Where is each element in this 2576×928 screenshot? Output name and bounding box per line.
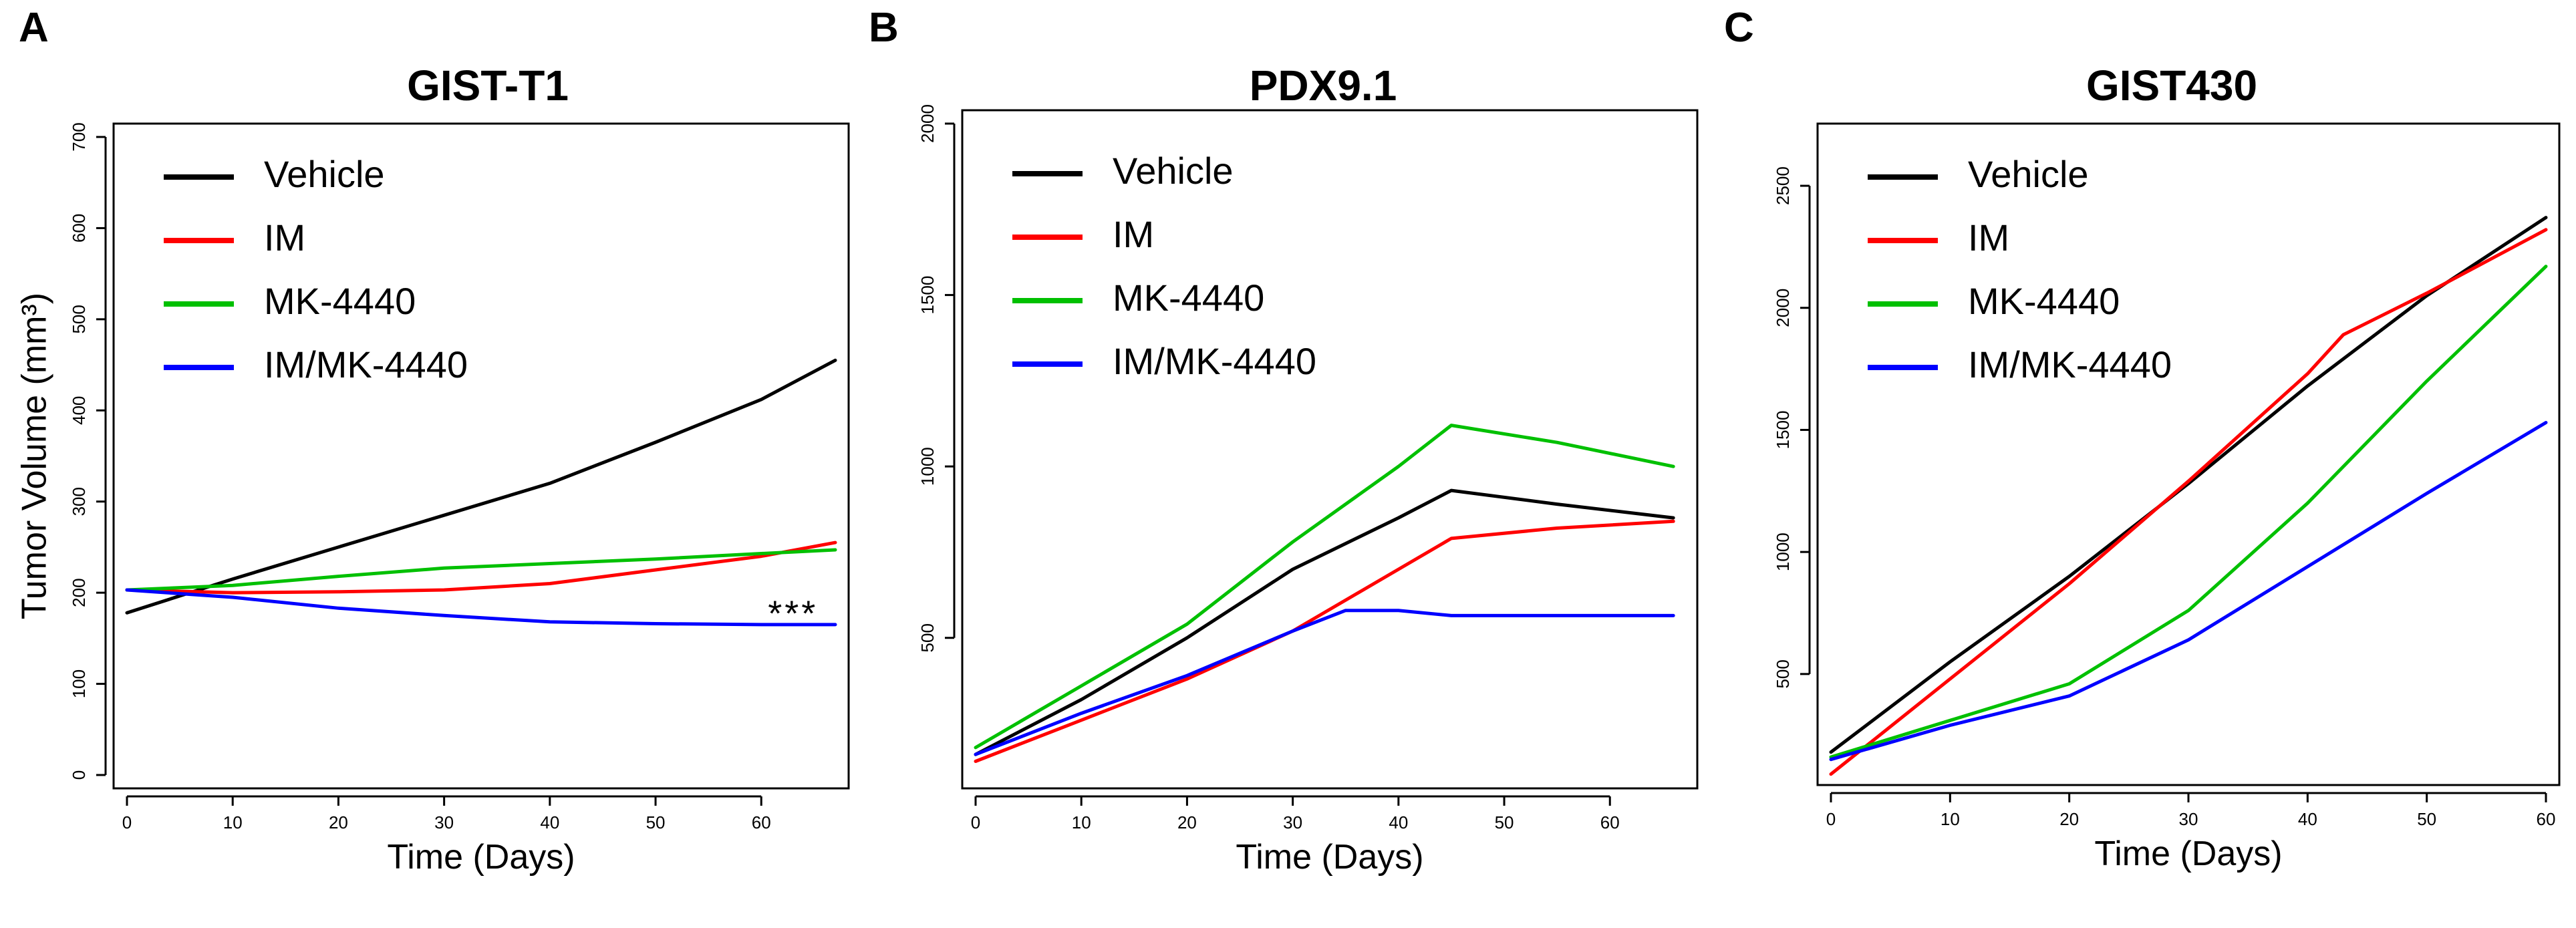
plot-frame bbox=[112, 122, 850, 790]
y-tick-label: 0 bbox=[69, 770, 89, 780]
series-line-im bbox=[1829, 228, 2548, 776]
x-tick-label: 20 bbox=[2059, 809, 2079, 829]
x-tick-label: 30 bbox=[1283, 812, 1302, 832]
x-tick-label: 40 bbox=[2298, 809, 2317, 829]
panel-letter: A bbox=[19, 5, 49, 51]
legend: Vehicle IM MK-4440 IM/MK-4440 bbox=[1012, 150, 1316, 382]
x-tick-label: 40 bbox=[540, 812, 559, 832]
x-tick-label: 10 bbox=[1072, 812, 1091, 832]
legend-label: IM bbox=[1113, 213, 1154, 255]
panel-letter: B bbox=[869, 5, 899, 51]
y-tick-label: 2000 bbox=[917, 104, 938, 143]
y-tick-label: 300 bbox=[69, 487, 89, 516]
chart-panel-c: C GIST430 0 10 20 30 40 50 60 500 1000 1500 2000 2500… bbox=[1724, 5, 2561, 873]
y-tick-label: 500 bbox=[69, 305, 89, 333]
y-tick-label: 1000 bbox=[1773, 532, 1793, 571]
y-tick-label: 1500 bbox=[1773, 411, 1793, 450]
y-tick-label: 400 bbox=[69, 396, 89, 425]
plot-frame bbox=[1816, 122, 2561, 786]
chart-title: PDX9.1 bbox=[1250, 61, 1397, 110]
series-line-im-mk-4440 bbox=[125, 588, 837, 627]
y-tick-label: 1500 bbox=[917, 276, 938, 315]
series-line-im-mk-4440 bbox=[974, 609, 1675, 756]
y-tick-label: 2500 bbox=[1773, 166, 1793, 205]
y-tick-label: 2000 bbox=[1773, 289, 1793, 327]
x-tick-label: 50 bbox=[646, 812, 666, 832]
x-tick-label: 60 bbox=[2537, 809, 2556, 829]
legend-label: IM bbox=[1968, 216, 2009, 259]
legend-label: IM/MK-4440 bbox=[264, 343, 468, 385]
legend-label: MK-4440 bbox=[1968, 280, 2120, 322]
y-tick-label: 200 bbox=[69, 578, 89, 607]
x-tick-label: 50 bbox=[2417, 809, 2436, 829]
x-axis-title: Time (Days) bbox=[2094, 834, 2282, 873]
series-line-vehicle bbox=[974, 488, 1675, 756]
series-line-mk-4440 bbox=[125, 548, 837, 592]
series-line-im bbox=[974, 519, 1675, 763]
legend: Vehicle IM MK-4440 IM/MK-4440 bbox=[1868, 153, 2172, 385]
legend-label: IM/MK-4440 bbox=[1968, 343, 2172, 385]
chart-panel-b: B PDX9.1 0 10 20 30 40 50 60 500 1000 1500 2000 Time … bbox=[869, 5, 1699, 877]
legend-label: MK-4440 bbox=[264, 280, 416, 322]
x-tick-label: 20 bbox=[329, 812, 348, 832]
series-line-mk-4440 bbox=[1829, 265, 2548, 759]
plot-frame bbox=[961, 109, 1699, 790]
legend: Vehicle IM MK-4440 IM/MK-4440 bbox=[164, 153, 468, 385]
x-tick-label: 60 bbox=[752, 812, 771, 832]
legend-label: Vehicle bbox=[264, 153, 385, 195]
x-tick-label: 0 bbox=[122, 812, 132, 832]
x-tick-label: 20 bbox=[1177, 812, 1197, 832]
x-axis-title: Time (Days) bbox=[1236, 838, 1423, 877]
series-line-im-mk-4440 bbox=[1829, 421, 2548, 762]
legend-label: Vehicle bbox=[1113, 150, 1234, 192]
x-tick-label: 0 bbox=[1826, 809, 1836, 829]
chart-title: GIST-T1 bbox=[407, 61, 569, 110]
y-tick-label: 500 bbox=[917, 623, 938, 652]
x-axis-title: Time (Days) bbox=[387, 838, 575, 877]
series-line-vehicle bbox=[125, 358, 837, 615]
y-tick-label: 500 bbox=[1773, 659, 1793, 688]
y-tick-label: 1000 bbox=[917, 447, 938, 486]
panel-letter: C bbox=[1724, 5, 1754, 51]
x-tick-label: 0 bbox=[971, 812, 980, 832]
legend-label: MK-4440 bbox=[1113, 277, 1264, 319]
legend-label: IM/MK-4440 bbox=[1113, 340, 1316, 382]
series-line-mk-4440 bbox=[974, 424, 1675, 750]
x-tick-label: 10 bbox=[1941, 809, 1960, 829]
chart-title: GIST430 bbox=[2086, 61, 2257, 110]
x-tick-label: 30 bbox=[434, 812, 454, 832]
x-tick-label: 60 bbox=[1600, 812, 1620, 832]
x-tick-label: 50 bbox=[1495, 812, 1514, 832]
x-tick-label: 40 bbox=[1389, 812, 1408, 832]
legend-label: IM bbox=[264, 216, 305, 259]
y-axis-title: Tumor Volume (mm³) bbox=[15, 293, 54, 619]
y-tick-label: 600 bbox=[69, 214, 89, 243]
series-line-vehicle bbox=[1829, 216, 2548, 754]
x-tick-label: 10 bbox=[223, 812, 243, 832]
x-tick-label: 30 bbox=[2179, 809, 2198, 829]
significance-annotation: *** bbox=[768, 593, 818, 633]
y-tick-label: 700 bbox=[69, 122, 89, 151]
series-line-im bbox=[125, 540, 837, 595]
y-tick-label: 100 bbox=[69, 669, 89, 698]
legend-label: Vehicle bbox=[1968, 153, 2089, 195]
